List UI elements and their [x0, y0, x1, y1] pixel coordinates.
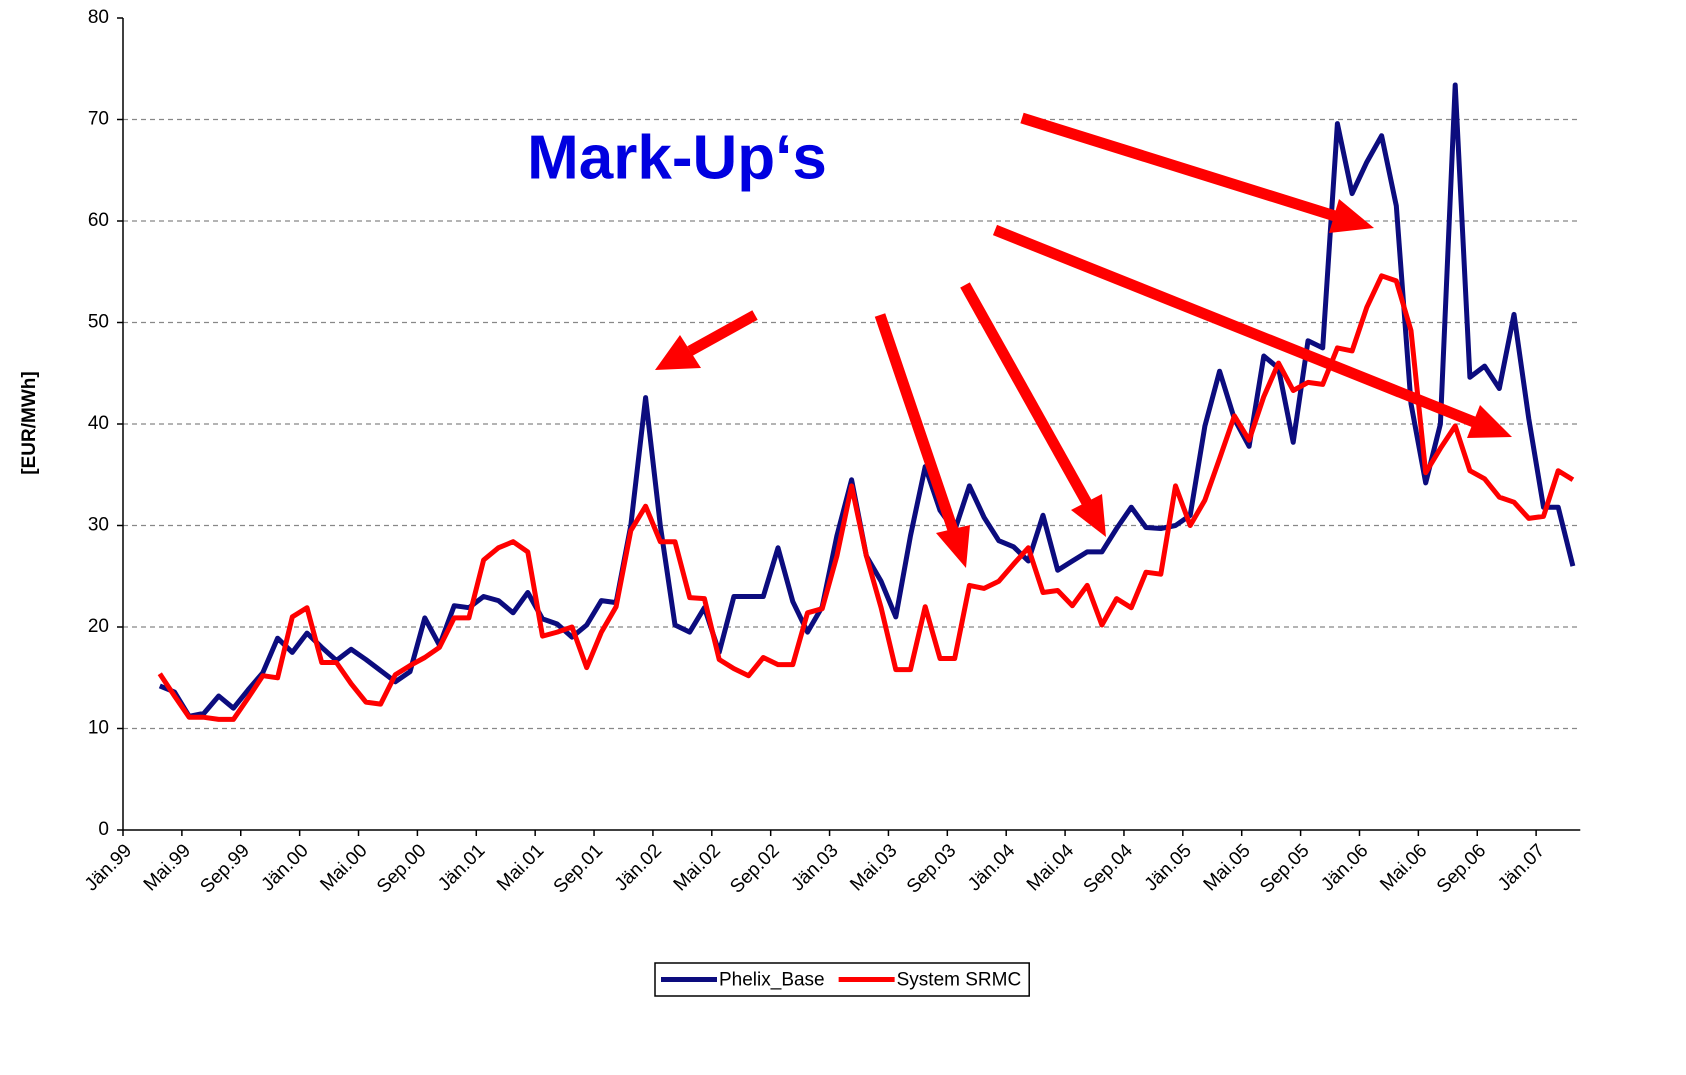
x-tick-label: Sep.03: [903, 840, 960, 897]
series-line: [157, 273, 1575, 722]
x-tick-label: Mai.04: [1023, 840, 1078, 895]
x-tick-label: Mai.03: [846, 840, 901, 895]
arrow-head: [936, 525, 970, 568]
x-tick-label: Jän.02: [611, 840, 666, 895]
y-tick-label: 80: [88, 7, 109, 28]
x-tick-label: Mai.00: [316, 840, 371, 895]
x-tick-label: Mai.05: [1200, 840, 1255, 895]
arrow: [992, 224, 1477, 428]
x-tick-label: Mai.99: [140, 840, 195, 895]
x-tick-label: Mai.01: [493, 840, 548, 895]
x-tick-label: Jän.01: [434, 840, 489, 895]
y-tick-label: 30: [88, 515, 109, 536]
series-line: [158, 82, 1576, 719]
arrow-head: [1071, 494, 1106, 537]
y-tick-label: 40: [88, 413, 109, 434]
arrow: [1020, 112, 1337, 222]
arrow-head: [655, 335, 701, 370]
x-tick-label: Jän.99: [81, 840, 136, 895]
x-tick-label: Jän.03: [787, 840, 842, 895]
x-tick-label: Sep.00: [373, 840, 430, 897]
arrow: [874, 313, 959, 532]
arrow-head: [1329, 199, 1374, 233]
x-tick-label: Sep.01: [550, 840, 607, 897]
legend-label: System SRMC: [897, 970, 1022, 991]
y-tick-label: 70: [88, 109, 109, 130]
legend: Phelix_Base System SRMC: [654, 962, 1030, 997]
annotation: Mark-Up‘s: [527, 123, 827, 192]
x-tick-label: Jän.07: [1494, 840, 1549, 895]
x-tick-label: Sep.02: [726, 840, 783, 897]
x-tick-label: Jän.06: [1317, 840, 1372, 895]
arrow-head: [1467, 405, 1512, 438]
x-tick-label: Mai.02: [670, 840, 725, 895]
x-tick-label: Mai.06: [1376, 840, 1431, 895]
legend-label: Phelix_Base: [719, 970, 825, 991]
y-tick-label: 0: [98, 819, 109, 840]
x-tick-label: Sep.99: [196, 840, 253, 897]
x-tick-label: Sep.06: [1433, 840, 1490, 897]
y-axis-label: [EUR/MWh]: [19, 371, 40, 474]
x-tick-label: Jän.00: [258, 840, 313, 895]
y-tick-label: 10: [88, 718, 109, 739]
x-tick-label: Sep.04: [1080, 840, 1138, 898]
x-tick-label: Sep.05: [1256, 840, 1313, 897]
arrow: [687, 310, 758, 356]
y-tick-label: 60: [88, 210, 109, 231]
y-tick-label: 20: [88, 616, 109, 637]
y-tick-label: 50: [88, 312, 109, 333]
arrow: [960, 282, 1092, 506]
arrows: [655, 112, 1512, 568]
x-tick-label: Jän.05: [1141, 840, 1196, 895]
x-tick-label: Jän.04: [964, 840, 1019, 895]
